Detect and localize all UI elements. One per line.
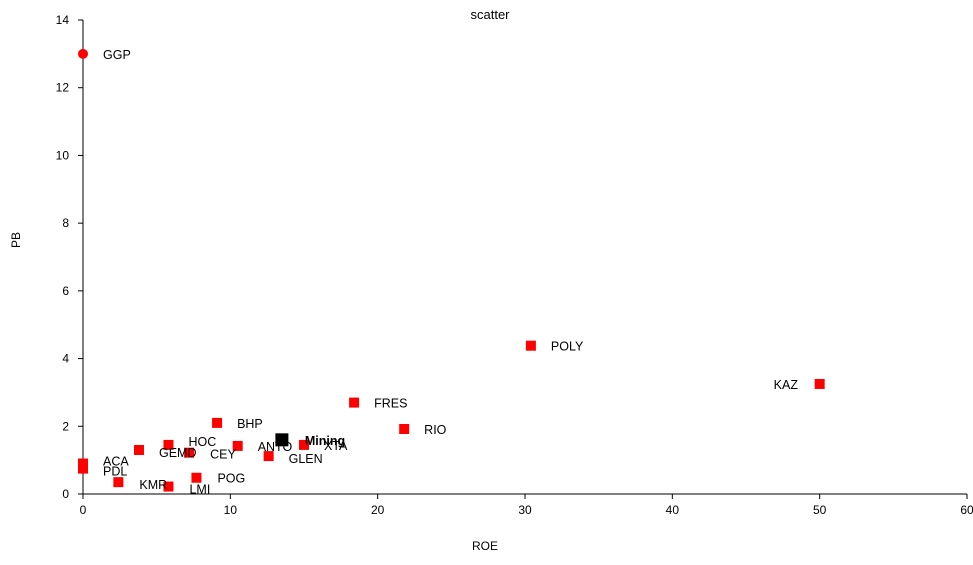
point-cey <box>184 447 195 458</box>
point-rio-label: RIO <box>424 423 447 437</box>
point-pog-label: POG <box>217 472 245 486</box>
point-bhp <box>212 417 223 428</box>
point-rio <box>399 423 410 434</box>
point-anto <box>232 440 243 451</box>
point-hoc-label: HOC <box>188 435 216 449</box>
y-tick-label: 4 <box>62 352 69 366</box>
y-tick-label: 6 <box>62 284 69 298</box>
point-gemd-label: GEMD <box>159 446 197 460</box>
point-lmi <box>163 481 174 492</box>
data-points <box>78 48 825 492</box>
point-mining <box>275 433 289 447</box>
point-poly-label: POLY <box>551 340 584 354</box>
point-fres-label: FRES <box>374 397 407 411</box>
y-tick-label: 8 <box>62 216 69 230</box>
point-poly <box>525 340 536 351</box>
point-anto-label: ANTO <box>258 440 293 454</box>
x-tick-label: 0 <box>80 503 87 517</box>
axes: 0 10 20 30 40 50 60 0 2 4 6 8 10 12 14 <box>56 13 973 517</box>
x-axis-title: ROE <box>472 539 498 553</box>
x-tick-label: 10 <box>224 503 238 517</box>
point-glen-label: GLEN <box>289 452 323 466</box>
x-tick-label: 50 <box>813 503 827 517</box>
x-tick-label: 60 <box>960 503 973 517</box>
point-xta <box>299 439 309 450</box>
point-ggp-label: GGP <box>103 48 131 62</box>
point-pog <box>191 472 202 483</box>
point-mining-label: Mining <box>305 434 345 448</box>
x-tick-label: 20 <box>371 503 385 517</box>
point-aca-label: ACA <box>103 455 129 469</box>
point-cey-label: CEY <box>210 448 236 462</box>
point-kmr-label: KMR <box>139 478 167 492</box>
point-xta-label: XTA <box>324 439 348 453</box>
point-glen <box>263 451 274 462</box>
point-hoc <box>163 439 174 450</box>
point-kaz <box>814 378 825 389</box>
point-lmi-label: LMI <box>189 483 210 497</box>
point-pdl-label: PDL <box>103 465 127 479</box>
chart-title: scatter <box>470 7 510 22</box>
y-tick-label: 10 <box>56 148 70 162</box>
x-tick-label: 40 <box>666 503 680 517</box>
point-pdl <box>78 463 88 474</box>
y-axis-title: PB <box>9 232 23 248</box>
point-aca <box>78 458 88 469</box>
y-tick-label: 2 <box>62 419 69 433</box>
point-bhp-label: BHP <box>237 417 263 431</box>
y-tick-label: 0 <box>62 487 69 501</box>
x-tick-label: 30 <box>518 503 532 517</box>
y-tick-label: 12 <box>56 81 70 95</box>
point-ggp <box>78 48 88 59</box>
point-fres <box>349 397 360 408</box>
point-kaz-label: KAZ <box>774 378 799 392</box>
point-kmr <box>113 477 124 488</box>
point-gemd <box>133 444 144 455</box>
y-tick-label: 14 <box>56 13 70 27</box>
